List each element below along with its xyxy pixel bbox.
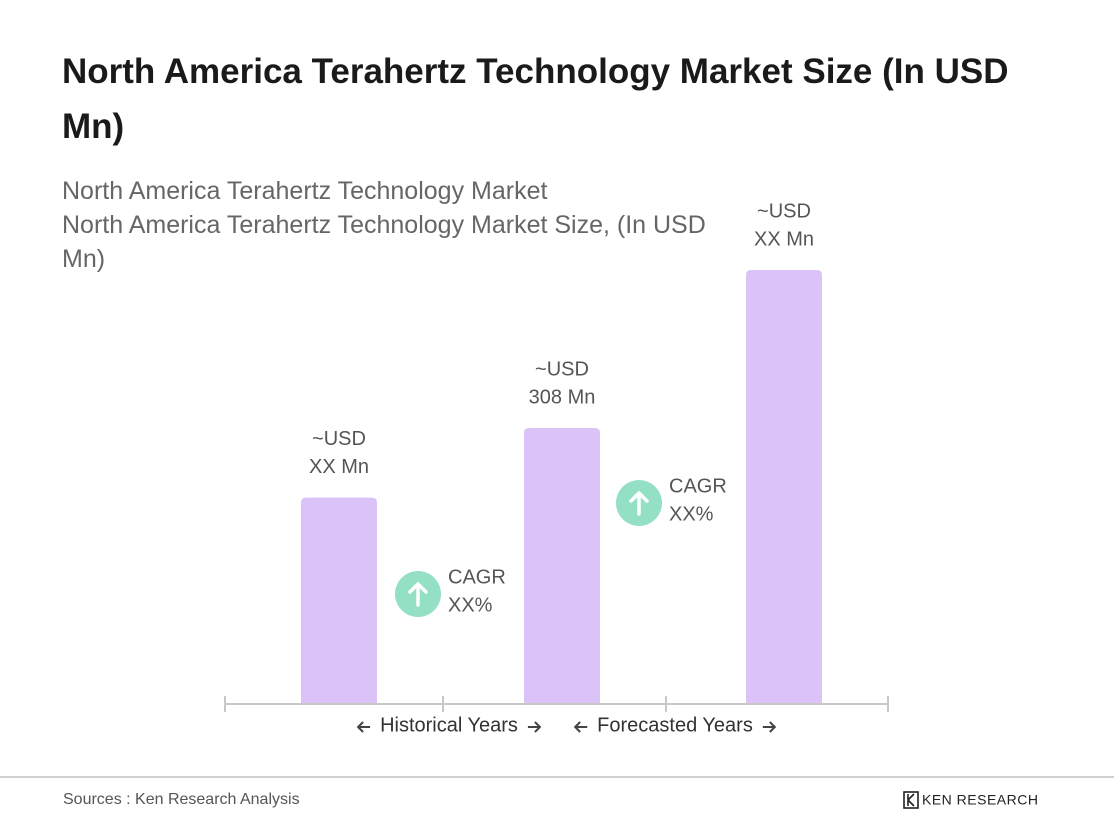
value-label: 308 Mn <box>529 386 596 408</box>
brand-icon <box>903 791 919 809</box>
value-label: ~USD <box>535 358 589 380</box>
value-label: XX Mn <box>309 456 369 478</box>
value-label: ~USD <box>757 200 811 222</box>
subtitle: North America Terahertz Technology Marke… <box>62 174 712 276</box>
bar <box>746 270 822 703</box>
cagr-arrow <box>629 491 649 516</box>
chart-title: North America Terahertz Technology Marke… <box>62 52 1009 146</box>
bar <box>301 497 377 703</box>
arrow-left <box>356 721 371 733</box>
cagr-label: CAGR <box>669 475 727 497</box>
cagr-label: CAGR <box>448 566 506 588</box>
arrow-right <box>527 721 542 733</box>
source: Sources : Ken Research Analysis <box>63 791 300 808</box>
subtitle-line: North America Terahertz Technology Marke… <box>62 211 706 273</box>
x-group-label: Forecasted Years <box>597 714 753 736</box>
cagr-label: XX% <box>448 594 493 616</box>
bar <box>524 428 600 703</box>
subtitle-line: North America Terahertz Technology Marke… <box>62 177 548 205</box>
arrow-right <box>762 721 777 733</box>
brand: KEN RESEARCH <box>922 792 1038 808</box>
value-label: ~USD <box>312 428 366 450</box>
arrow-left <box>573 721 588 733</box>
value-label: XX Mn <box>754 228 814 250</box>
x-group-label: Historical Years <box>380 714 518 736</box>
brand-icon <box>907 793 915 807</box>
cagr-label: XX% <box>669 503 714 525</box>
cagr-arrow <box>408 582 428 607</box>
